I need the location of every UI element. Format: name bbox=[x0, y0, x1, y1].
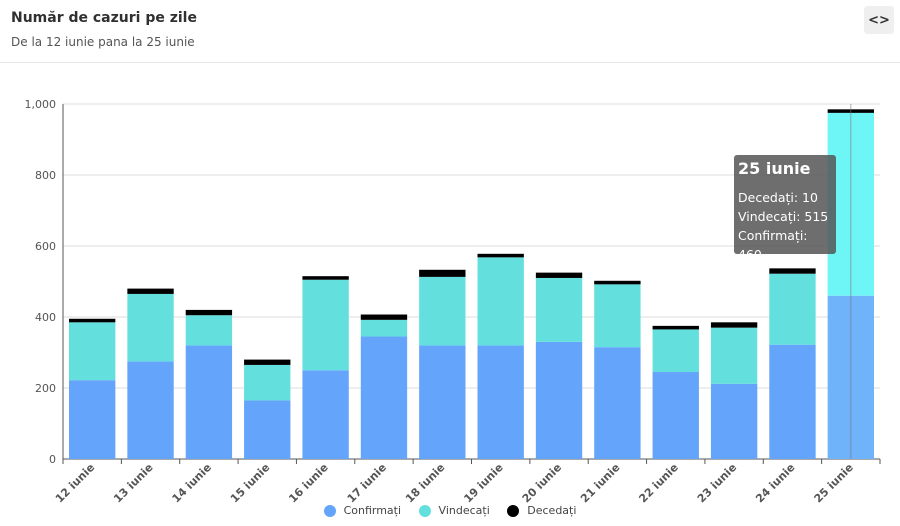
y-tick-label: 0 bbox=[49, 453, 56, 466]
bar-decedati bbox=[69, 318, 116, 323]
bar-decedati bbox=[477, 253, 524, 258]
tooltip-row-vindecati: Vindecați: 515 bbox=[738, 209, 829, 224]
bar-decedati bbox=[710, 322, 758, 328]
x-tick-label: 24 iunie bbox=[753, 461, 797, 505]
bar-vindecati bbox=[535, 277, 583, 342]
bar-vindecati bbox=[302, 279, 349, 371]
y-tick-label: 200 bbox=[35, 382, 56, 395]
legend-marker-vindecati bbox=[418, 504, 431, 517]
bar-decedati bbox=[360, 314, 408, 320]
bar-decedati bbox=[535, 272, 583, 278]
chart-legend: Confirmați Vindecați Decedați bbox=[0, 504, 900, 520]
bar-vindecati bbox=[244, 364, 291, 401]
stacked-bar-chart: 0 200 400 600 800 1,000 12 iunie 13 iunie 14 iun… bbox=[25, 98, 881, 505]
x-tick-label: 12 iunie bbox=[53, 461, 97, 505]
legend-item-confirmati[interactable]: Confirmați bbox=[323, 504, 402, 517]
tooltip-row-decedati: Decedați: 10 bbox=[738, 190, 818, 205]
bar-confirmati bbox=[419, 345, 466, 459]
bar-decedati bbox=[244, 359, 291, 365]
x-tick-label: 25 iunie bbox=[812, 461, 856, 505]
legend-marker-confirmati bbox=[323, 504, 336, 517]
bar-confirmati bbox=[710, 383, 758, 459]
x-tick-label: 14 iunie bbox=[170, 461, 214, 505]
x-tick-label: 19 iunie bbox=[461, 461, 505, 505]
x-tick-label: 17 iunie bbox=[345, 461, 389, 505]
embed-code-button[interactable]: <> bbox=[864, 6, 894, 34]
x-tick-label: 20 iunie bbox=[520, 461, 564, 505]
bar-confirmati bbox=[302, 370, 349, 459]
legend-item-vindecati[interactable]: Vindecați bbox=[418, 504, 490, 517]
y-tick-label: 600 bbox=[35, 240, 56, 253]
bar-decedati bbox=[302, 276, 349, 280]
bar-vindecati bbox=[652, 329, 699, 373]
bar-confirmati bbox=[69, 380, 116, 459]
x-tick-label: 23 iunie bbox=[695, 461, 739, 505]
card-header: Număr de cazuri pe zile De la 12 iunie p… bbox=[0, 0, 900, 63]
legend-item-decedati[interactable]: Decedați bbox=[507, 504, 576, 517]
x-tick-label: 21 iunie bbox=[578, 461, 622, 505]
bar-confirmati bbox=[477, 345, 524, 459]
bar-confirmati bbox=[652, 372, 699, 459]
y-tick-label: 400 bbox=[35, 311, 56, 324]
x-tick-label: 13 iunie bbox=[111, 461, 155, 505]
bar-decedati bbox=[419, 269, 466, 277]
bar-decedati bbox=[652, 325, 699, 330]
x-tick-label: 22 iunie bbox=[636, 461, 680, 505]
bar-vindecati bbox=[769, 273, 816, 345]
bar-confirmati bbox=[769, 344, 816, 459]
tooltip-title: 25 iunie bbox=[738, 159, 811, 178]
bar-confirmati bbox=[594, 347, 641, 459]
bar-confirmati bbox=[185, 345, 233, 459]
legend-label-vindecati: Vindecați bbox=[438, 504, 490, 517]
legend-marker-decedati bbox=[507, 504, 520, 517]
x-tick-label: 15 iunie bbox=[228, 461, 272, 505]
bar-vindecati bbox=[185, 315, 233, 346]
chart-tooltip: 25 iunie Decedați: 10 Vindecați: 515 Con… bbox=[734, 155, 836, 262]
bar-confirmati bbox=[535, 341, 583, 459]
y-tick-label: 1,000 bbox=[25, 98, 57, 111]
bar-vindecati bbox=[69, 322, 116, 381]
legend-label-decedati: Decedați bbox=[527, 504, 577, 517]
tooltip-row-confirmati: Confirmați: 460 bbox=[738, 228, 808, 262]
bar-confirmati bbox=[360, 336, 408, 459]
bar-vindecati bbox=[360, 319, 408, 337]
bar-confirmati bbox=[127, 361, 174, 459]
bar-vindecati bbox=[477, 257, 524, 346]
bar-vindecati bbox=[594, 284, 641, 348]
bar-vindecati bbox=[419, 276, 466, 346]
bar-decedati bbox=[594, 280, 641, 285]
y-tick-label: 800 bbox=[35, 169, 56, 182]
bar-decedati bbox=[127, 288, 174, 294]
bar-decedati bbox=[185, 309, 233, 316]
bar-confirmati bbox=[244, 400, 291, 459]
x-tick-label: 18 iunie bbox=[403, 461, 447, 505]
chart-subtitle: De la 12 iunie pana la 25 iunie bbox=[11, 35, 195, 49]
legend-label-confirmati: Confirmați bbox=[343, 504, 402, 517]
chart-title: Număr de cazuri pe zile bbox=[11, 10, 197, 26]
x-tick-label: 16 iunie bbox=[286, 461, 330, 505]
bar-vindecati bbox=[127, 293, 174, 362]
bar-decedati bbox=[769, 268, 816, 274]
bar-vindecati bbox=[710, 327, 758, 384]
